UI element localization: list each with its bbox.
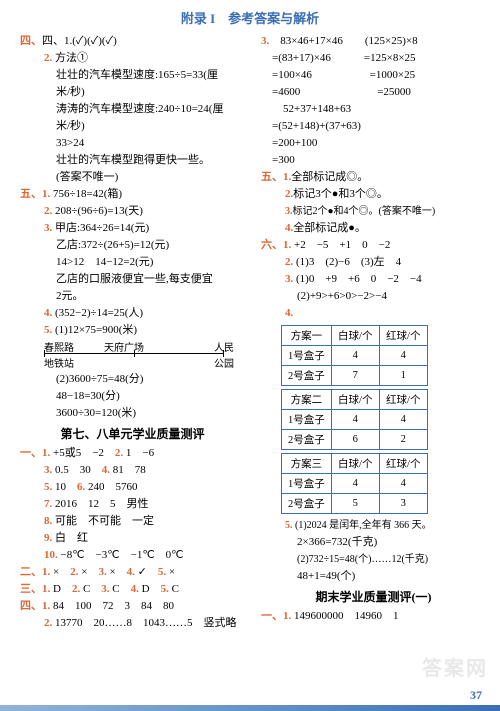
l: 2.标记3个●和3个◎。 (261, 186, 486, 203)
l: 33>24 (20, 135, 245, 152)
l: 3. 0.5 30 4. 81 78 (20, 462, 245, 479)
unit78-title: 第七、八单元学业质量测评 (20, 422, 245, 445)
l: 乙店的口服液便宜一些,每支便宜 (20, 271, 245, 288)
l: 六、1. +2 −5 +1 0 −2 (261, 237, 486, 254)
final-exam-title: 期末学业质量测评(一) (261, 585, 486, 608)
l: 一、1. 149600000 14960 1 (261, 608, 486, 625)
table-plan3: 方案三白球/个红球/个 1号盒子44 2号盒子53 (281, 453, 428, 514)
footer-bar (0, 705, 500, 711)
l: 2. 208÷(96÷6)=13(天) (20, 203, 245, 220)
l: 52+37+148+63 (261, 101, 486, 118)
l: =300 (261, 152, 486, 169)
l: 2元。 (20, 288, 245, 305)
table-plan1: 方案一白球/个红球/个 1号盒子44 2号盒子71 (281, 325, 428, 386)
l: 5. (1)12×75=900(米) (20, 322, 245, 339)
l: =(52+148)+(37+63) (261, 118, 486, 135)
l: 8. 可能 不可能 一定 (20, 513, 245, 530)
l: =100×46 =1000×25 (261, 67, 486, 84)
l: =4600 =25000 (261, 84, 486, 101)
l: 三、1. D 2. C 3. C 4. D 5. C (20, 581, 245, 598)
page-number: 37 (470, 688, 482, 703)
l: 4.全部标记成●。 (261, 220, 486, 237)
right-column: 3. 83×46+17×46 (125×25)×8 =(83+17)×46 =1… (253, 33, 486, 632)
line-diagram: 春熙路 天府广场 人民 地铁站 公园 (20, 339, 245, 371)
l: 3. 83×46+17×46 (125×25)×8 (261, 33, 486, 50)
l: 48+1=49(个) (261, 568, 486, 585)
l: 2. 13770 20……8 1043……5 竖式略 (20, 615, 245, 632)
watermark: 答案网 (422, 652, 488, 681)
l: 10. −8℃ −3℃ −1℃ 0℃ (20, 547, 245, 564)
l: 2. (1)3 (2)−6 (3)左 4 (261, 254, 486, 271)
l: (2)+9>+6>0>−2>−4 (261, 288, 486, 305)
left-column: 四、四、1.(✓)(✓)(✓) 2. 方法① 壮壮的汽车模型速度:165÷5=3… (20, 33, 253, 632)
l: 14>12 14−12=2(元) (20, 254, 245, 271)
l: 乙店:372÷(26+5)=12(元) (20, 237, 245, 254)
l: =200+100 (261, 135, 486, 152)
l: 壮壮的汽车模型跑得更快一些。 (20, 152, 245, 169)
l: 9. 白 红 (20, 530, 245, 547)
l: 3. 甲店:364÷26=14(元) (20, 220, 245, 237)
sec5-head: 五、1. 756÷18=42(箱) (20, 186, 245, 203)
l: 7. 2016 12 5 男性 (20, 496, 245, 513)
l: 涛涛的汽车模型速度:240÷10=24(厘 (20, 101, 245, 118)
l: 米/秒) (20, 118, 245, 135)
l: 2×366=732(千克) (261, 534, 486, 551)
l: 四、1. 84 100 72 3 84 80 (20, 598, 245, 615)
l: 米/秒) (20, 84, 245, 101)
l: 4. (261, 305, 486, 322)
l: (2)732÷15=48(个)……12(千克) (261, 551, 486, 568)
l: 5. 10 6. 240 5760 (20, 479, 245, 496)
l: 3. (1)0 +9 +6 0 −2 −4 (261, 271, 486, 288)
sec4-head: 四、四、1.(✓)(✓)(✓) (20, 33, 245, 50)
l: 壮壮的汽车模型速度:165÷5=33(厘 (20, 67, 245, 84)
content-columns: 四、四、1.(✓)(✓)(✓) 2. 方法① 壮壮的汽车模型速度:165÷5=3… (0, 33, 500, 632)
l: 5. (1)2024 是闰年,全年有 366 天。 (261, 517, 486, 534)
l: 3600÷30=120(米) (20, 405, 245, 422)
l: 48−18=30(分) (20, 388, 245, 405)
l: (2)3600÷75=48(分) (20, 371, 245, 388)
l: 二、1. × 2. × 3. × 4. ✓ 5. × (20, 564, 245, 581)
l: =(83+17)×46 =125×8×25 (261, 50, 486, 67)
l: 一、1. +5或5 −2 2. 1 −6 (20, 445, 245, 462)
l: (答案不唯一) (20, 169, 245, 186)
l: 4. (352−2)÷14=25(人) (20, 305, 245, 322)
l: 五、1.全部标记成◎。 (261, 169, 486, 186)
l: 2. 方法① (20, 50, 245, 67)
l: 3.标记2个●和4个◎。(答案不唯一) (261, 203, 486, 220)
table-plan2: 方案二白球/个红球/个 1号盒子44 2号盒子62 (281, 389, 428, 450)
page-header: 附录 I 参考答案与解析 (0, 0, 500, 33)
